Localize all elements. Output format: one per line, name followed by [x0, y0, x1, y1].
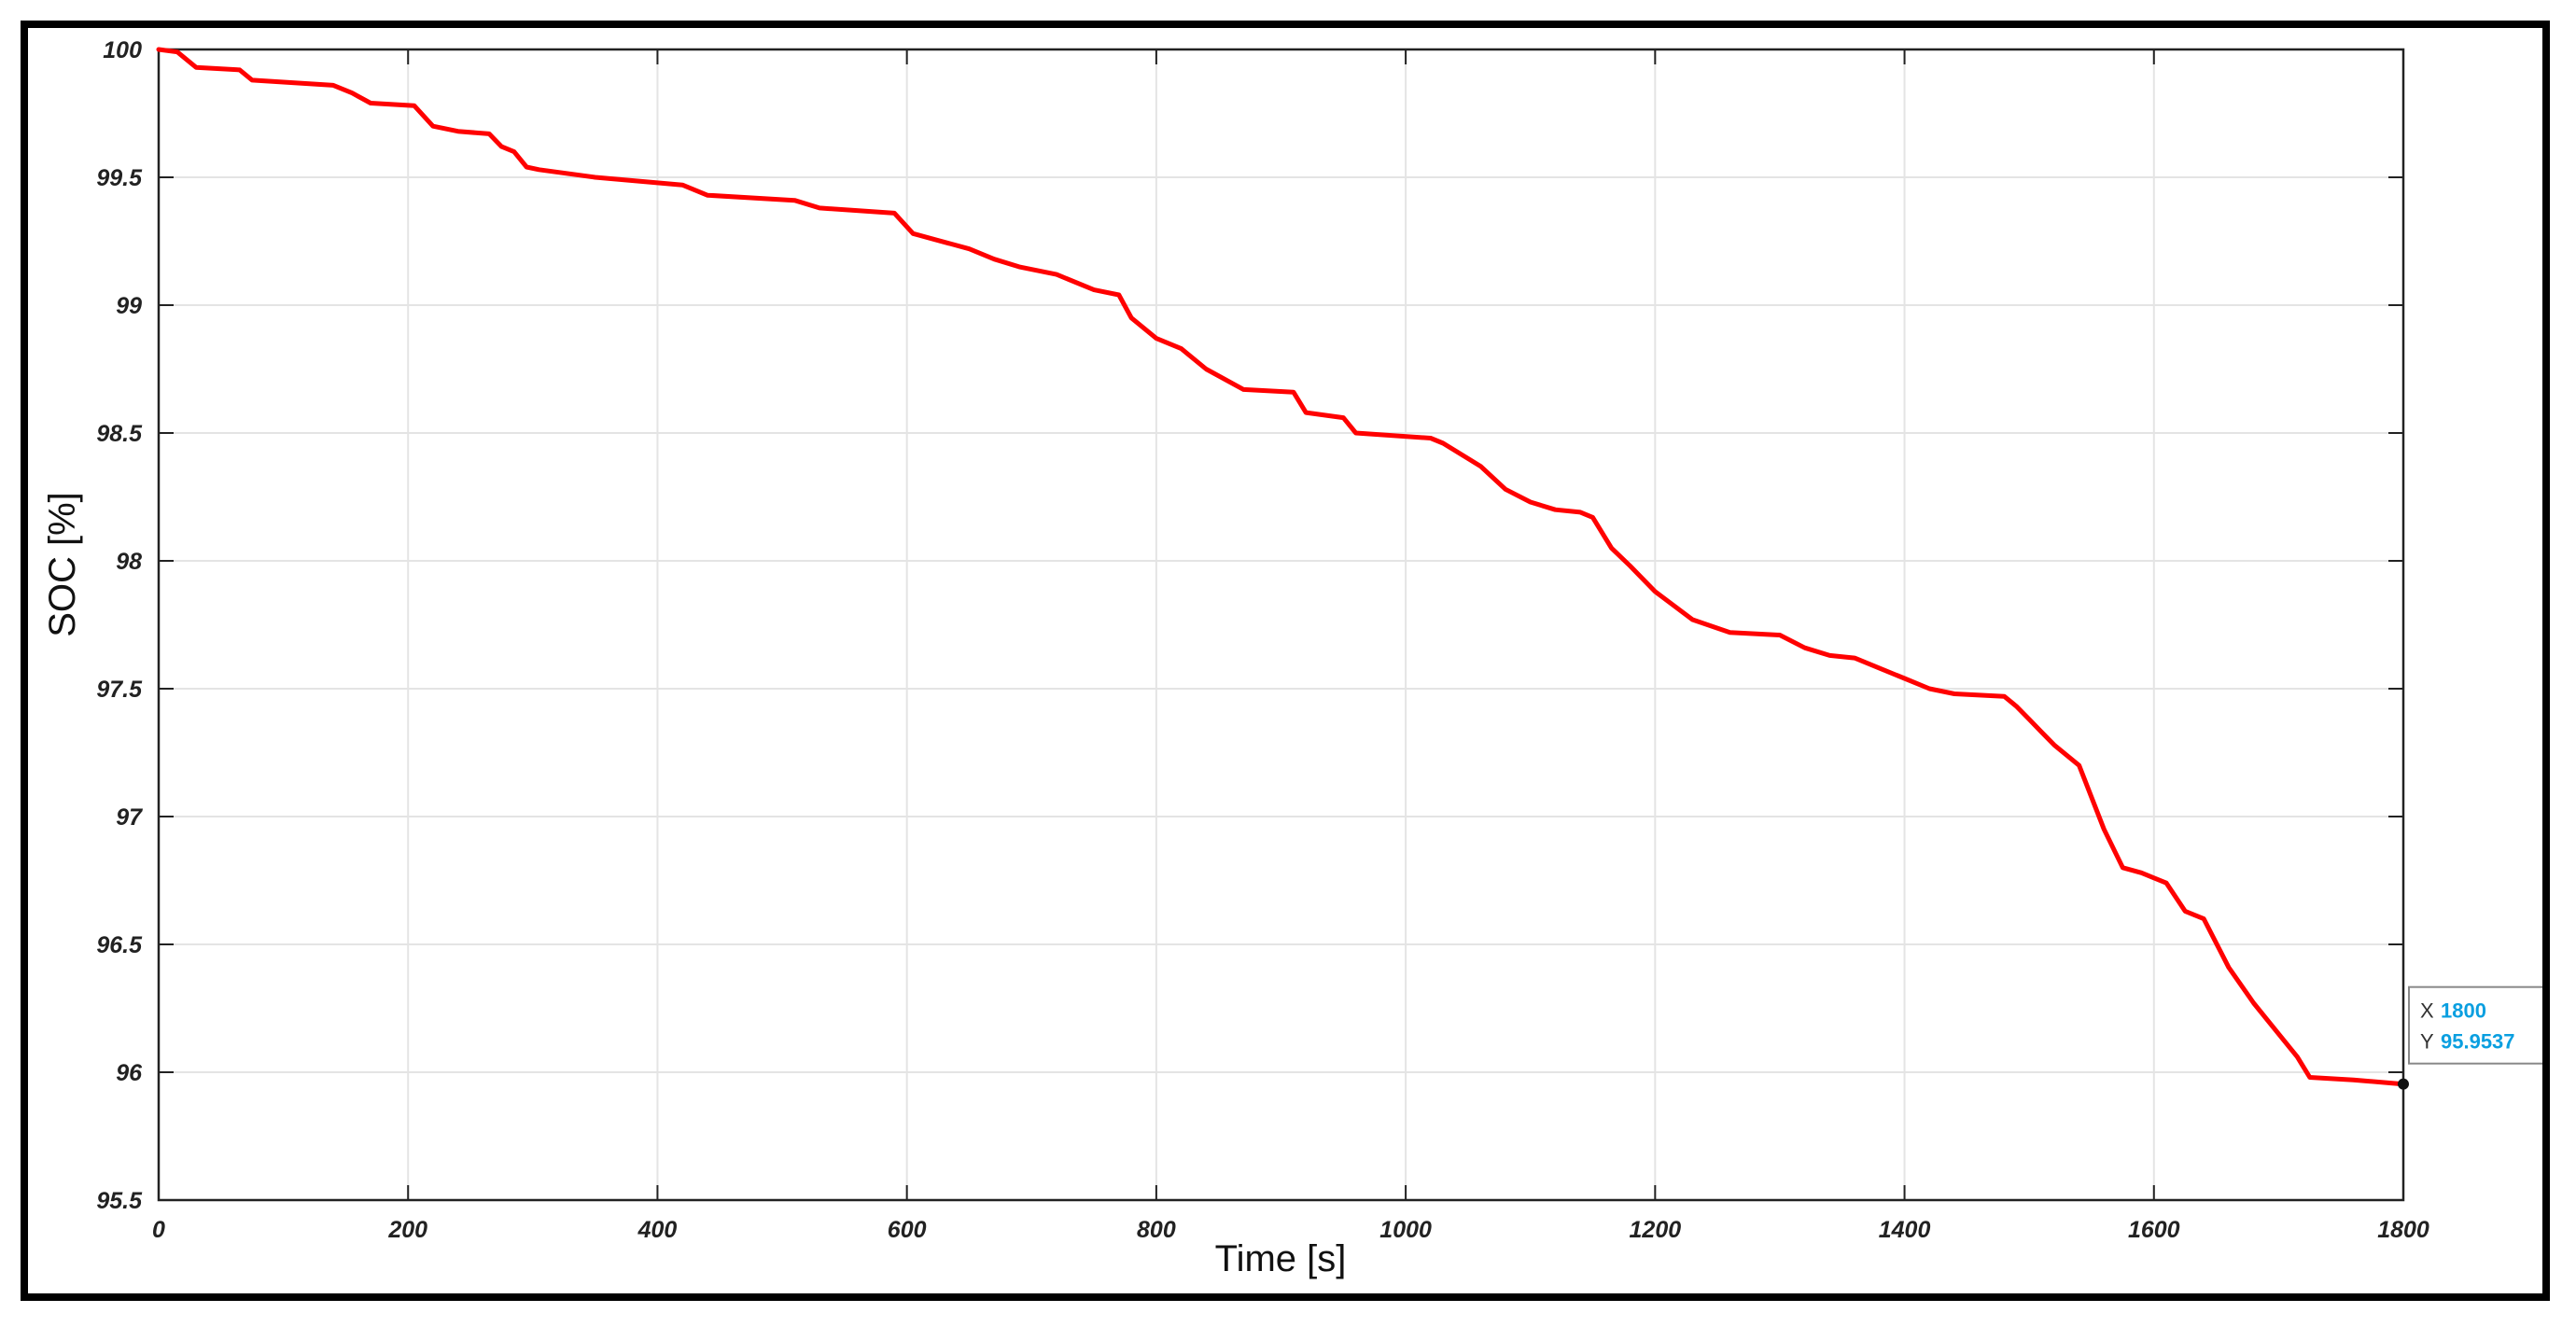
soc-chart: 0 200 400 600 800 1000 1200 1400 1600 1800 95.5 96…: [42, 37, 2542, 1279]
x-tick-label: 1000: [1379, 1217, 1432, 1243]
datatip-marker[interactable]: [2398, 1078, 2409, 1090]
x-tick-label: 1600: [2128, 1217, 2180, 1243]
x-tick-label: 1200: [1630, 1217, 1682, 1243]
x-tick-label: 600: [888, 1217, 927, 1243]
x-tick-label: 400: [637, 1217, 678, 1243]
y-tick-label: 97.5: [96, 677, 143, 703]
y-tick-label: 99: [116, 293, 142, 319]
datatip-x-value: 1800: [2441, 999, 2486, 1023]
datatip[interactable]: X 1800 Y 95.9537: [2398, 985, 2542, 1090]
plot-area: [157, 48, 2405, 1202]
x-tick-label: 0: [152, 1217, 165, 1243]
x-tick-label: 1400: [1879, 1217, 1931, 1243]
grid: [159, 49, 2403, 1200]
series-line-soc: [156, 47, 2406, 1087]
figure-frame: 0 200 400 600 800 1000 1200 1400 1600 1800 95.5 96…: [21, 21, 2550, 1301]
y-tick-labels: 95.5 96 96.5 97 97.5 98 98.5 99 99.5 100: [96, 37, 143, 1214]
y-tick-label: 99.5: [96, 165, 143, 191]
datatip-y-label: Y: [2420, 1030, 2434, 1054]
x-tick-label: 800: [1137, 1217, 1176, 1243]
y-tick-label: 97: [116, 804, 143, 831]
ticks: [158, 49, 2404, 1201]
y-axis-label: SOC [%]: [42, 492, 83, 637]
x-tick-label: 200: [387, 1217, 427, 1243]
y-tick-label: 96: [116, 1060, 143, 1086]
y-tick-label: 96.5: [96, 932, 143, 958]
y-tick-label: 98: [116, 549, 142, 575]
y-tick-label: 98.5: [96, 421, 143, 447]
datatip-y-value: 95.9537: [2441, 1030, 2515, 1054]
y-tick-label: 95.5: [96, 1188, 143, 1214]
x-tick-label: 1800: [2377, 1217, 2429, 1243]
datatip-x-label: X: [2420, 999, 2434, 1023]
datatip-box: [2408, 985, 2542, 1065]
y-tick-label: 100: [103, 37, 142, 63]
x-tick-labels: 0 200 400 600 800 1000 1200 1400 1600 1800: [152, 1217, 2429, 1243]
x-axis-label: Time [s]: [1215, 1238, 1347, 1279]
